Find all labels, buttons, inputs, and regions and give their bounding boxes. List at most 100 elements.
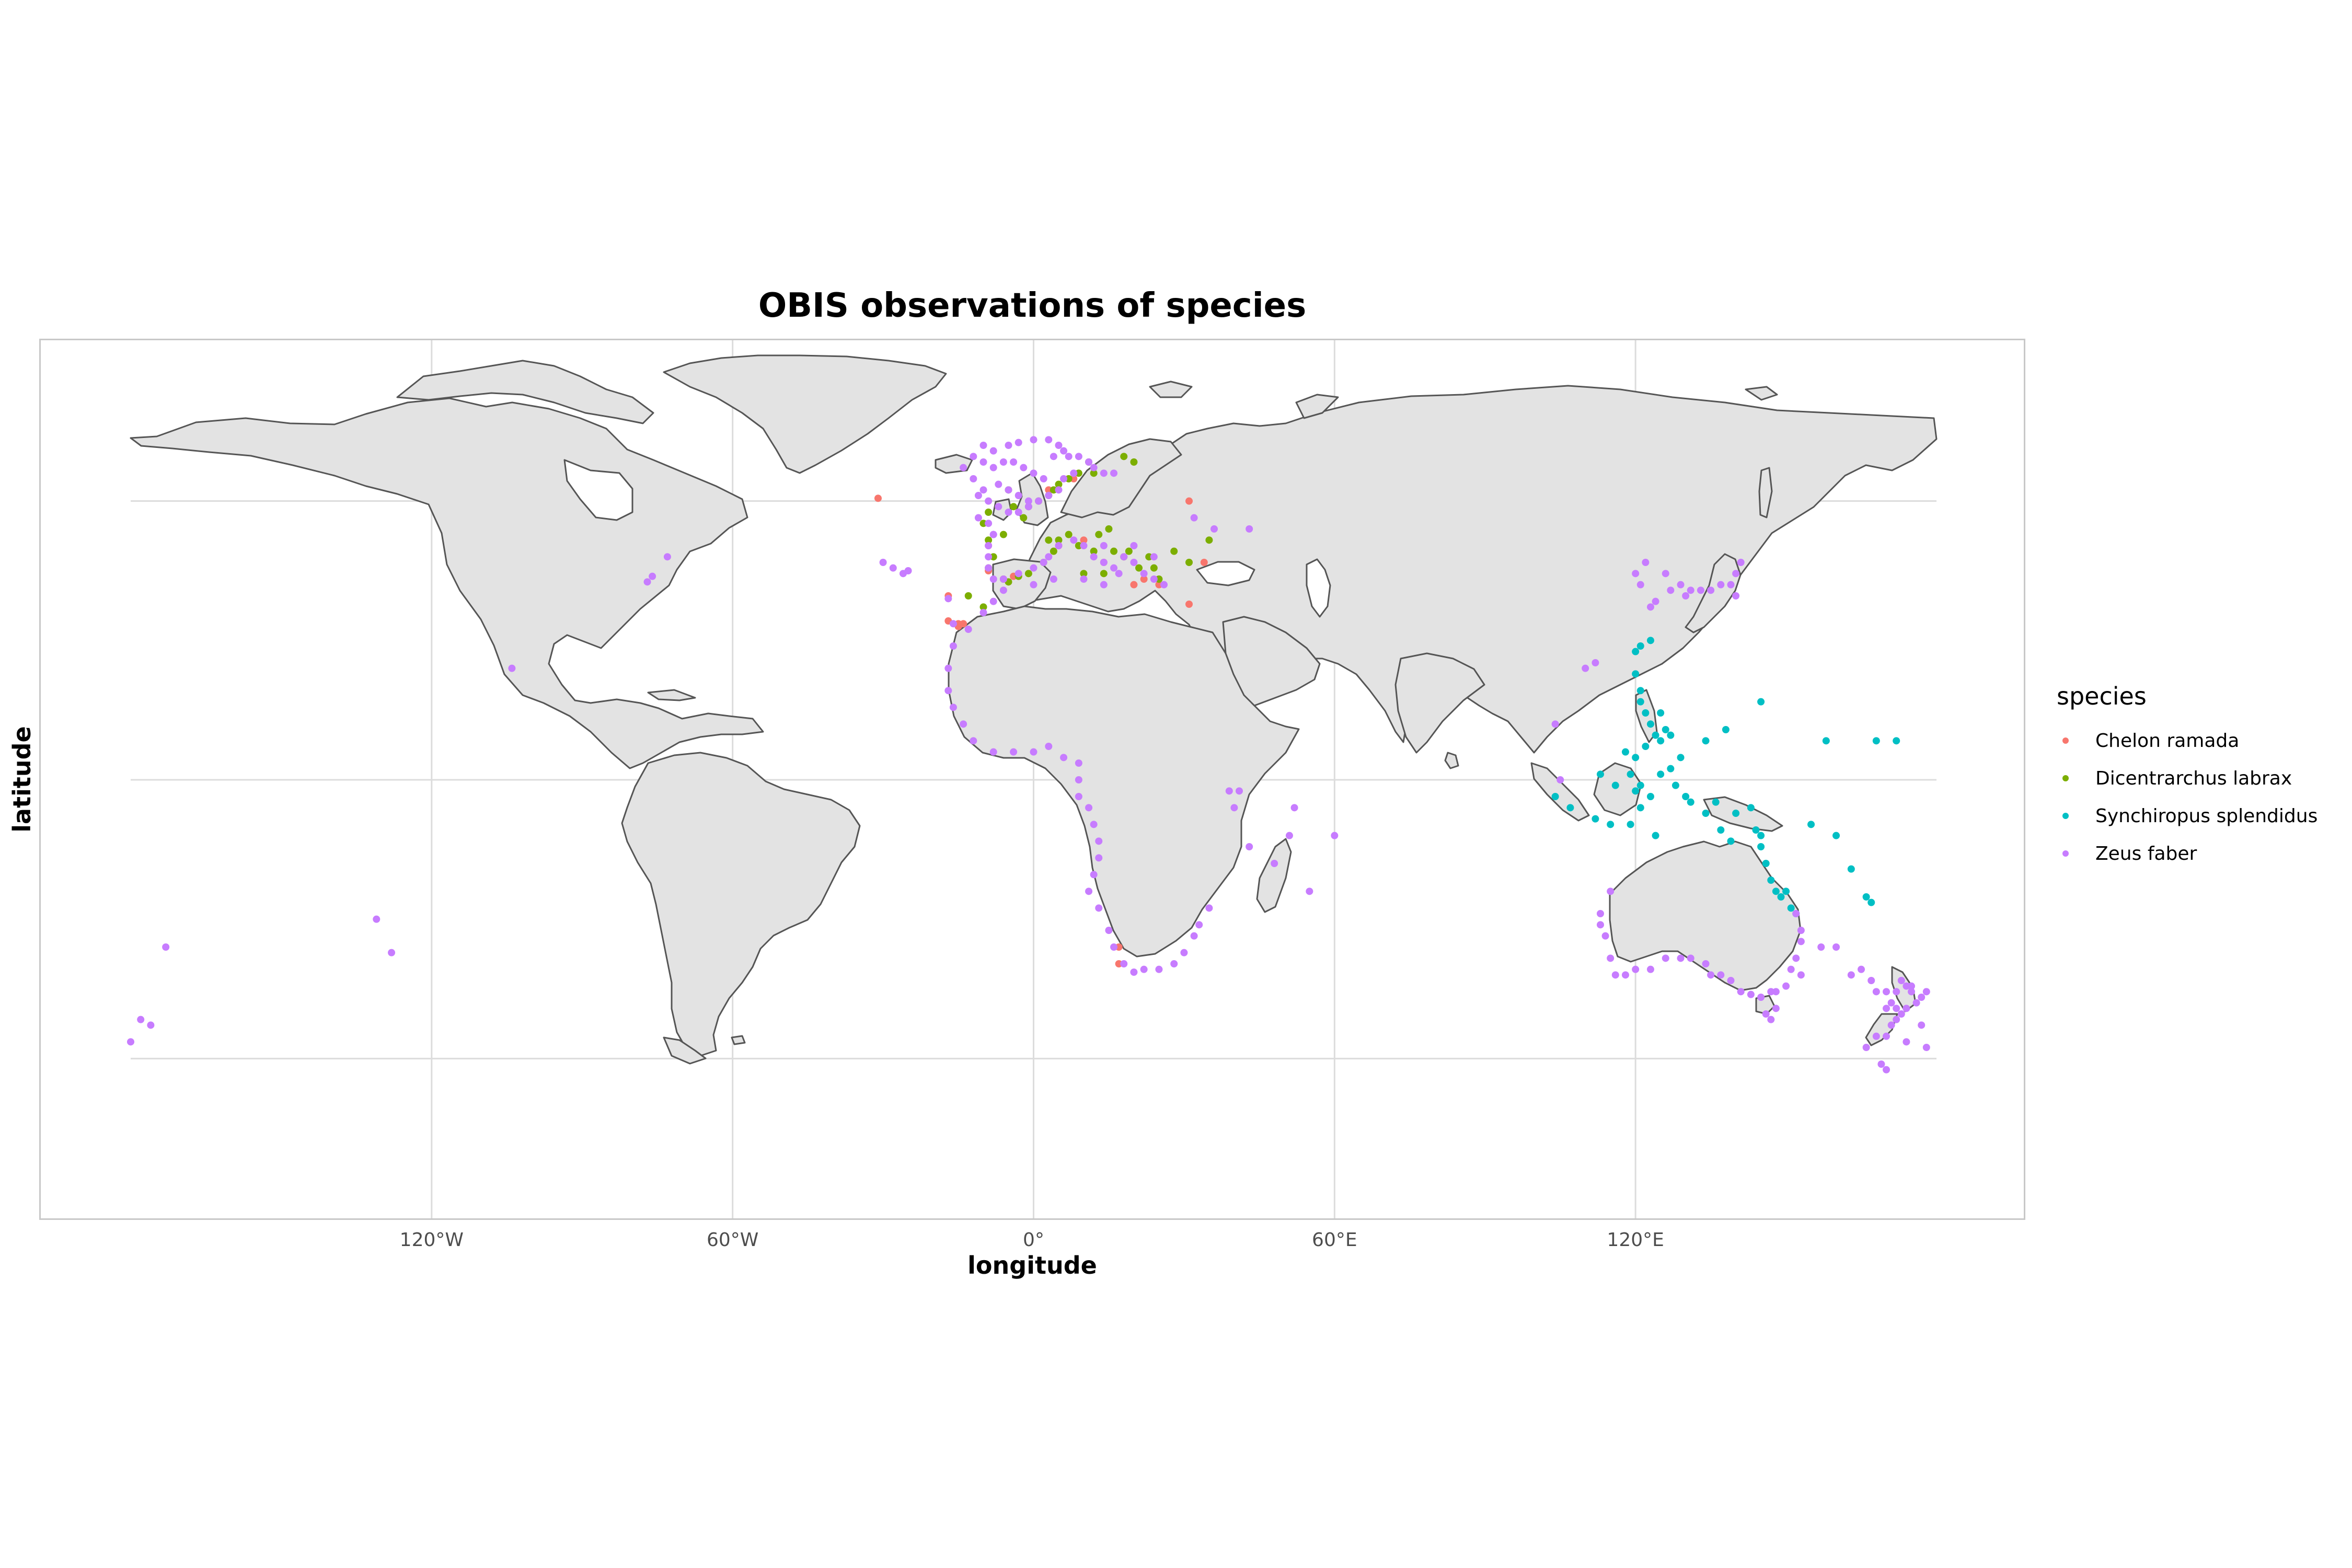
observation-point: [1867, 898, 1875, 906]
observation-point: [1246, 525, 1253, 533]
land-japan: [1685, 553, 1742, 633]
observation-point: [1611, 971, 1619, 979]
observation-point: [1777, 893, 1785, 901]
observation-point: [1646, 637, 1654, 644]
observation-point: [1306, 887, 1313, 895]
observation-point: [974, 514, 982, 522]
observation-point: [1662, 726, 1669, 733]
observation-point: [1636, 581, 1644, 589]
observation-point: [1040, 475, 1047, 482]
land-sumatra: [1530, 762, 1590, 822]
observation-point: [1732, 592, 1740, 599]
observation-point: [1035, 497, 1043, 505]
observation-point: [1130, 559, 1138, 566]
observation-point: [1050, 486, 1057, 494]
land-greenland: [663, 354, 947, 474]
observation-point: [1095, 904, 1103, 912]
observation-point: [1652, 731, 1659, 739]
observation-point: [1020, 464, 1028, 471]
observation-point: [1657, 737, 1665, 745]
observation-point: [1145, 553, 1153, 561]
observation-point: [1607, 887, 1615, 895]
observation-point: [1847, 865, 1855, 873]
legend-key: [2057, 797, 2074, 835]
observation-point: [1090, 464, 1098, 471]
land-novaya-zemlya: [1295, 394, 1339, 419]
observation-point: [1100, 581, 1108, 589]
observation-point: [1792, 910, 1800, 917]
observation-point: [1246, 843, 1253, 850]
observation-point: [1140, 575, 1148, 583]
observation-point: [970, 737, 977, 745]
observation-point: [1005, 486, 1012, 494]
land-iceland: [935, 454, 973, 474]
observation-point: [1205, 536, 1213, 544]
observation-point: [985, 497, 993, 505]
observation-point: [1155, 575, 1163, 583]
observation-point: [1115, 960, 1123, 967]
observation-point: [1903, 1005, 1910, 1012]
land-south-america: [621, 752, 861, 1057]
observation-point: [1677, 581, 1685, 589]
observation-point: [1014, 492, 1022, 499]
observation-point: [1747, 804, 1755, 812]
observation-point: [989, 464, 997, 471]
observation-point: [1090, 871, 1098, 879]
observation-point: [1757, 994, 1765, 1001]
observation-point: [1646, 965, 1654, 973]
observation-point: [1085, 887, 1093, 895]
observation-point: [1120, 960, 1128, 967]
observation-point: [1225, 787, 1233, 795]
observation-point: [1922, 1044, 1930, 1051]
observation-point: [1592, 815, 1599, 823]
observation-point: [879, 559, 887, 566]
legend-label: Chelon ramada: [2095, 730, 2240, 752]
x-tick-label: 60°W: [706, 1229, 759, 1251]
observation-point: [1918, 994, 1926, 1001]
observation-point: [1055, 442, 1063, 449]
observation-point: [1135, 564, 1143, 572]
observation-point: [1055, 536, 1063, 544]
observation-point: [1627, 770, 1634, 778]
observation-point: [1100, 570, 1108, 578]
observation-point: [1090, 821, 1098, 828]
observation-point: [1100, 469, 1108, 477]
observation-point: [1290, 804, 1298, 812]
observation-point: [1922, 988, 1930, 996]
observation-point: [949, 620, 957, 628]
observation-point: [1150, 553, 1158, 561]
observation-points: [127, 436, 1930, 1074]
observation-point: [1757, 843, 1765, 850]
observation-point: [1045, 486, 1053, 494]
observation-point: [1662, 954, 1669, 962]
observation-point: [1832, 832, 1840, 839]
observation-point: [1095, 854, 1103, 862]
observation-point: [1160, 581, 1168, 589]
observation-point: [1712, 798, 1720, 806]
observation-point: [1130, 542, 1138, 549]
observation-point: [1797, 927, 1805, 934]
observation-point: [1707, 971, 1715, 979]
land-svalbard-arctic: [1149, 381, 1193, 398]
observation-point: [1030, 436, 1037, 444]
observation-point: [1908, 988, 1916, 996]
observation-point: [1115, 943, 1123, 951]
observation-point: [970, 453, 977, 460]
observation-point: [985, 509, 993, 516]
observation-point: [999, 531, 1007, 538]
observation-point: [1130, 581, 1138, 589]
observation-point: [1090, 553, 1098, 561]
observation-point: [1045, 553, 1053, 561]
observation-point: [1727, 837, 1735, 845]
observation-point: [1642, 743, 1650, 750]
observation-point: [1085, 804, 1093, 812]
observation-point: [1185, 497, 1193, 505]
observation-point: [1642, 709, 1650, 717]
observation-point: [1621, 748, 1629, 756]
observation-point: [989, 553, 997, 561]
observation-point: [989, 575, 997, 583]
observation-point: [1697, 586, 1704, 594]
observation-point: [1080, 570, 1088, 578]
land-arabia: [1222, 616, 1321, 707]
